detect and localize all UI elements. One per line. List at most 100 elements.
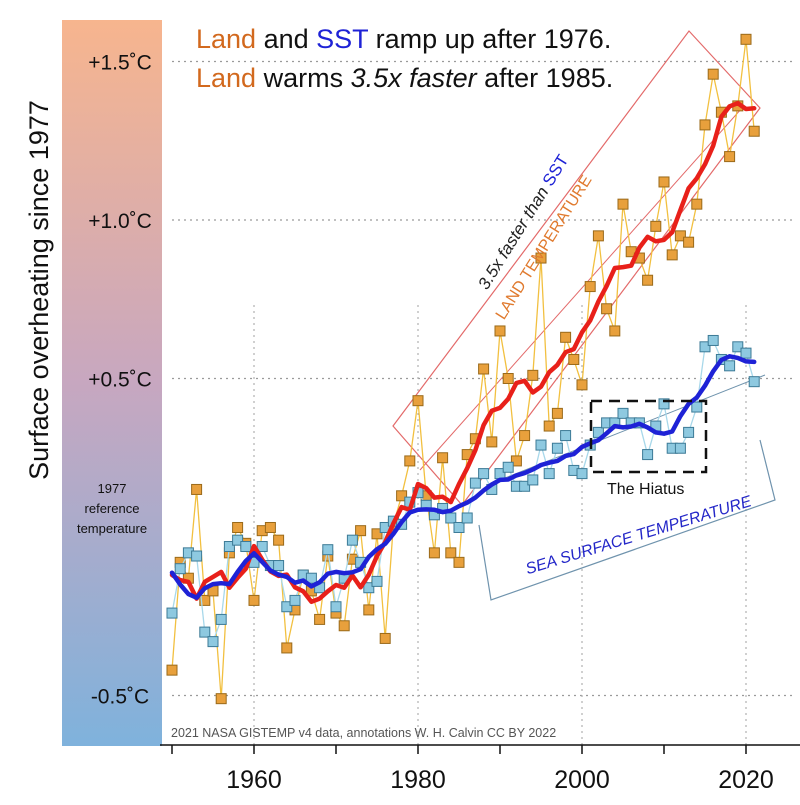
- sst-data-point: [617, 407, 629, 419]
- land-data-point: [699, 119, 711, 131]
- y-tick-label: +0.5˚C: [88, 369, 152, 392]
- land-data-point: [584, 281, 596, 293]
- sst-data-point: [371, 575, 383, 587]
- land-data-point: [445, 547, 457, 559]
- land-data-point: [691, 198, 703, 210]
- chart-title-line-2: Land warms 3.5x faster after 1985.: [196, 63, 613, 93]
- land-data-point: [674, 230, 686, 242]
- x-tick-label: 2000: [554, 766, 610, 794]
- chart-title-line-1: Land and SST ramp up after 1976.: [196, 24, 611, 54]
- sst-data-point: [240, 541, 252, 553]
- land-data-point: [519, 430, 531, 442]
- sst-data-point: [346, 534, 358, 546]
- land-data-point: [724, 151, 736, 163]
- land-data-point: [412, 395, 424, 407]
- sst-data-point: [642, 449, 654, 461]
- land-data-point: [248, 594, 260, 606]
- land-data-point: [166, 664, 178, 676]
- land-data-point: [510, 455, 522, 467]
- land-data-point: [683, 236, 695, 248]
- land-data-point: [535, 252, 547, 264]
- sst-data-point: [256, 541, 268, 553]
- land-data-point: [199, 594, 211, 606]
- sst-data-point: [453, 521, 465, 533]
- sst-data-point: [469, 477, 481, 489]
- sst-data-point: [732, 341, 744, 353]
- land-data-point: [371, 528, 383, 540]
- y-tick-label: -0.5˚C: [91, 686, 149, 709]
- sst-data-point: [273, 560, 285, 572]
- land-data-point: [379, 632, 391, 644]
- land-data-point: [592, 230, 604, 242]
- land-temperature-band: [392, 30, 761, 506]
- sst-data-point: [740, 347, 752, 359]
- title-text: after 1985.: [477, 63, 614, 93]
- land-data-point: [281, 642, 293, 654]
- sst-data-point: [166, 607, 178, 619]
- sst-data-point: [527, 474, 539, 486]
- reference-label-line: 1977: [98, 481, 127, 496]
- sst-data-point: [478, 468, 490, 480]
- sst-data-point: [281, 601, 293, 613]
- sst-data-point: [576, 468, 588, 480]
- y-tick-label: +1.0˚C: [88, 210, 152, 233]
- title-text: and: [256, 24, 316, 54]
- land-data-point: [576, 379, 588, 391]
- land-data-point: [740, 33, 752, 45]
- land-data-point: [601, 303, 613, 315]
- sst-data-point: [724, 360, 736, 372]
- sst-data-point: [560, 430, 572, 442]
- sst-data-point: [445, 512, 457, 524]
- sea-surface-temperature-band-label: SEA SURFACE TEMPERATURE: [524, 493, 754, 578]
- sst-data-point: [322, 544, 334, 556]
- land-data-point: [543, 420, 555, 432]
- sst-data-point: [174, 563, 186, 575]
- hiatus-box: [589, 399, 708, 474]
- land-data-point: [617, 198, 629, 210]
- reference-label-line: reference: [85, 501, 140, 516]
- y-axis-label: Surface overheating since 1977: [24, 100, 54, 480]
- sst-data-point: [502, 461, 514, 473]
- title-sst-word: SST: [316, 24, 368, 54]
- sst-data-point: [707, 334, 719, 346]
- land-data-point: [437, 452, 449, 464]
- sst-data-point: [519, 480, 531, 492]
- sst-data-point: [223, 541, 235, 553]
- sst-data-point: [363, 582, 375, 594]
- x-tick-label: 1980: [390, 766, 446, 794]
- x-tick-label: 1960: [226, 766, 282, 794]
- land-data-point: [551, 407, 563, 419]
- title-land-word: Land: [196, 63, 256, 93]
- sst-data-point: [289, 594, 301, 606]
- y-tick-label: +1.5˚C: [88, 52, 152, 75]
- land-data-point: [658, 176, 670, 188]
- land-data-point: [404, 455, 416, 467]
- land-data-point: [568, 353, 580, 365]
- x-tick-label: 2020: [718, 766, 774, 794]
- land-data-point: [396, 490, 408, 502]
- title-text: warms: [256, 63, 351, 93]
- sst-data-point: [232, 534, 244, 546]
- sst-data-point: [683, 426, 695, 438]
- sst-data-point: [535, 439, 547, 451]
- land-data-point: [273, 534, 285, 546]
- hiatus-label: The Hiatus: [607, 481, 684, 498]
- land-data-point: [314, 613, 326, 625]
- land-data-point: [609, 325, 621, 337]
- land-data-point: [338, 620, 350, 632]
- reference-label-line: temperature: [77, 521, 147, 536]
- sst-data-point: [330, 601, 342, 613]
- land-data-point: [232, 521, 244, 533]
- land-data-point: [650, 220, 662, 232]
- gridlines: [172, 60, 792, 745]
- sst-data-point: [215, 613, 227, 625]
- credit-text: 2021 NASA GISTEMP v4 data, annotations W…: [171, 726, 556, 740]
- sst-data-point: [207, 636, 219, 648]
- sst-data-point: [543, 468, 555, 480]
- title-land-word: Land: [196, 24, 256, 54]
- land-data-point: [355, 525, 367, 537]
- sst-data-point: [199, 626, 211, 638]
- smoothed-trends: [169, 100, 757, 605]
